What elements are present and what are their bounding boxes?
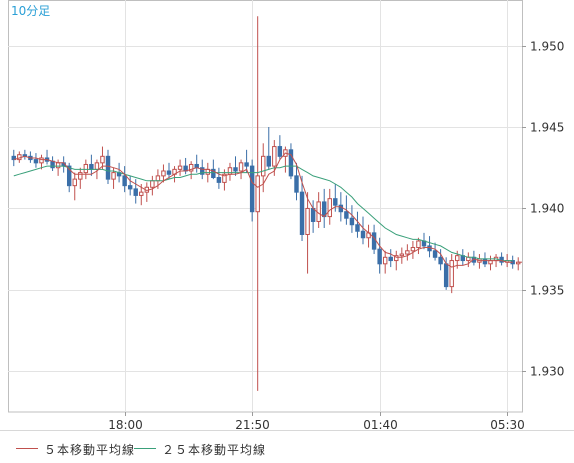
ma5-line <box>13 152 513 268</box>
candle-body-up <box>394 255 399 262</box>
candle-body-up <box>39 157 44 164</box>
candle-body-up <box>327 198 332 218</box>
candle-body-up <box>405 250 410 255</box>
candle-body-up <box>83 163 89 174</box>
y-tick-label: 1.945 <box>530 121 564 135</box>
y-tick-label: 1.935 <box>530 284 564 298</box>
candle-body-down <box>432 250 438 258</box>
candle-body-up <box>94 162 100 170</box>
candle-body-down <box>333 198 338 206</box>
candle-body-up <box>177 165 183 170</box>
candle-body-down <box>371 232 377 250</box>
candle-body-up <box>155 175 161 182</box>
candle-body-down <box>338 204 344 213</box>
candle-body-up <box>222 173 227 183</box>
candle-body-down <box>321 201 327 218</box>
candle-body-down <box>288 149 294 177</box>
candle-body-up <box>227 167 233 175</box>
candle-body-up <box>255 175 260 213</box>
candle-body-down <box>277 146 283 157</box>
y-tick-label: 1.930 <box>530 365 564 379</box>
candle-body-down <box>443 263 449 288</box>
candle-body-up <box>100 155 105 164</box>
candle-body-up <box>382 256 388 265</box>
candle-body-up <box>305 207 310 235</box>
legend-label-ma25: ２５本移動平均線 <box>162 443 267 457</box>
candle-body-down <box>438 256 443 265</box>
candle-body-down <box>166 170 172 175</box>
y-tick-label: 1.940 <box>530 202 564 216</box>
candle-body-down <box>89 163 94 170</box>
candle-body-down <box>122 175 127 187</box>
candle-body-up <box>55 162 61 169</box>
x-tick-label: 21:50 <box>235 418 270 430</box>
x-tick-label: 01:40 <box>363 418 398 430</box>
candle-body-down <box>299 191 305 235</box>
candle-body-down <box>11 155 16 161</box>
plot-frame <box>8 0 523 413</box>
legend-label-ma5: ５本移動平均線 <box>44 443 136 457</box>
legend-swatch-ma25 <box>134 448 156 449</box>
candle-body-up <box>72 178 77 187</box>
candle-body-down <box>482 258 488 265</box>
candle-body-down <box>388 256 393 262</box>
candle-body-up <box>261 155 266 177</box>
x-tick-label: 05:30 <box>490 418 525 430</box>
candle-body-down <box>344 211 349 219</box>
candle-body-down <box>249 165 255 213</box>
candle-body-up <box>399 253 405 257</box>
candle-body-up <box>188 163 194 172</box>
interval-label: 10分足 <box>11 4 50 18</box>
candle-body-down <box>294 175 299 193</box>
candle-body-up <box>410 247 416 252</box>
candle-body-down <box>244 162 249 167</box>
candle-body-up <box>449 260 454 288</box>
candle-body-down <box>50 160 55 169</box>
candle-body-down <box>133 188 138 196</box>
candle-body-down <box>33 159 39 164</box>
x-tick-label: 18:00 <box>108 418 143 430</box>
candle-body-down <box>266 155 271 167</box>
candle-body-up <box>78 172 83 180</box>
candle-body-down <box>216 177 222 183</box>
candle-body-down <box>233 167 238 172</box>
candle-body-down <box>349 217 355 226</box>
candle-body-down <box>377 248 382 265</box>
chart-legend: ５本移動平均線 ２５本移動平均線 <box>0 430 574 463</box>
candle-body-up <box>111 172 116 180</box>
candle-body-up <box>455 255 460 262</box>
candle-body-down <box>200 167 205 175</box>
chart-svg: 1.950 1.945 1.940 1.935 1.930 18:00 21:50 01:40… <box>8 0 564 430</box>
legend-swatch-ma5 <box>16 448 38 449</box>
candle-body-up <box>139 191 144 196</box>
candle-body-down <box>127 185 133 190</box>
candle-body-down <box>355 224 360 232</box>
candle-body-up <box>272 146 277 167</box>
y-tick-label: 1.950 <box>530 40 564 54</box>
candle-body-up <box>416 240 421 249</box>
candle-body-up <box>150 180 155 188</box>
candle-body-down <box>211 168 216 179</box>
candle-body-down <box>360 230 366 239</box>
candle-body-down <box>310 207 316 222</box>
ma25-line <box>13 165 513 262</box>
candle-body-down <box>105 155 111 180</box>
candle-body-up <box>161 170 166 177</box>
candle-body-down <box>66 165 72 187</box>
candle-body-up <box>238 162 244 172</box>
